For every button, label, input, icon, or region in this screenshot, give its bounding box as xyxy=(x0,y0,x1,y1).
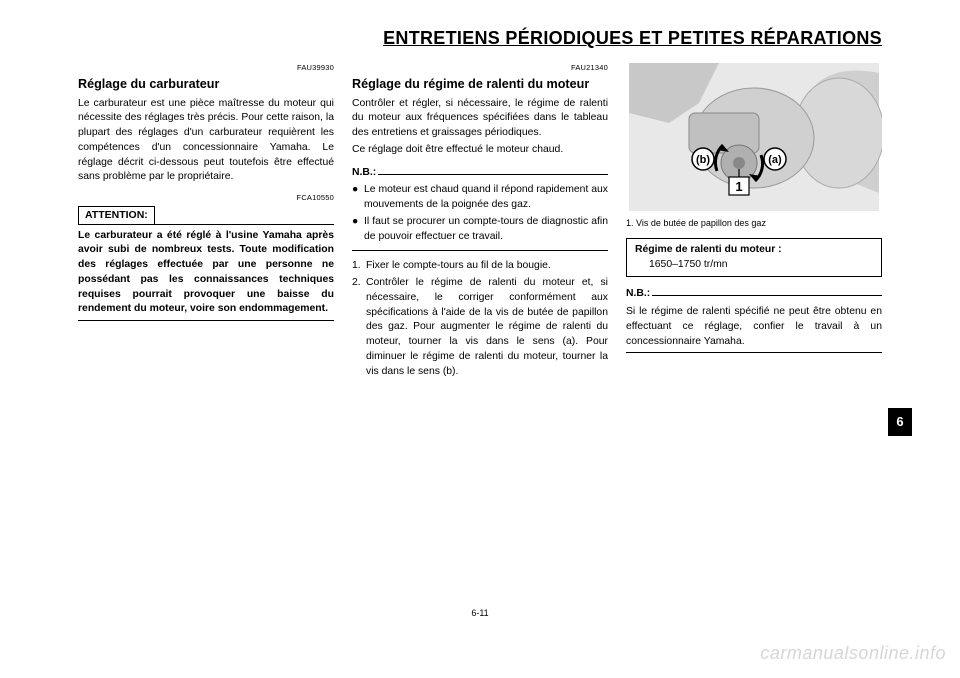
spec-value: 1650–1750 tr/mn xyxy=(635,258,873,273)
label-a: (a) xyxy=(768,154,782,166)
ref-code: FAU39930 xyxy=(78,63,334,74)
throttle-screw-figure: (a) (b) 1 xyxy=(626,63,882,211)
attention-label: ATTENTION: xyxy=(78,206,155,225)
body-para: Le carburateur est une pièce maîtresse d… xyxy=(78,97,334,186)
body-para: Contrôler et régler, si nécessaire, le r… xyxy=(352,97,608,141)
divider xyxy=(78,320,334,321)
label-1: 1 xyxy=(735,179,742,194)
spec-box: Régime de ralenti du moteur : 1650–1750 … xyxy=(626,238,882,278)
ref-code: FAU21340 xyxy=(352,63,608,74)
body-para: Si le régime de ralenti spécifié ne peut… xyxy=(626,305,882,349)
column-3: (a) (b) 1 1. Vis de butée de papillon de… xyxy=(626,63,882,382)
steps-list: 1.Fixer le compte-tours au fil de la bou… xyxy=(352,259,608,379)
column-2: FAU21340 Réglage du régime de ralenti du… xyxy=(352,63,608,382)
figure-caption: 1. Vis de butée de papillon des gaz xyxy=(626,217,882,230)
manual-page: ENTRETIENS PÉRIODIQUES ET PETITES RÉPARA… xyxy=(0,0,960,678)
section-heading-idle: Réglage du régime de ralenti du moteur xyxy=(352,76,608,94)
body-para: Ce réglage doit être effectué le moteur … xyxy=(352,143,608,158)
attention-text: Le carburateur a été réglé à l'usine Yam… xyxy=(78,229,334,318)
chapter-tab: 6 xyxy=(888,408,912,436)
column-1: FAU39930 Réglage du carburateur Le carbu… xyxy=(78,63,334,382)
list-text: Le moteur est chaud quand il répond rapi… xyxy=(364,183,608,213)
spec-title: Régime de ralenti du moteur : xyxy=(635,243,873,258)
list-text: Fixer le compte-tours au fil de la bougi… xyxy=(366,259,551,274)
nb-label: N.B.: xyxy=(352,166,376,181)
list-item: ●Il faut se procurer un compte-tours de … xyxy=(352,215,608,245)
divider xyxy=(352,250,608,251)
watermark: carmanualsonline.info xyxy=(760,643,946,664)
list-text: Il faut se procurer un compte-tours de d… xyxy=(364,215,608,245)
ref-code: FCA10550 xyxy=(78,193,334,204)
list-item: 2.Contrôler le régime de ralenti du mote… xyxy=(352,276,608,379)
list-item: ●Le moteur est chaud quand il répond rap… xyxy=(352,183,608,213)
section-heading-carburetor: Réglage du carburateur xyxy=(78,76,334,94)
divider xyxy=(626,352,882,353)
page-title: ENTRETIENS PÉRIODIQUES ET PETITES RÉPARA… xyxy=(78,28,882,49)
label-b: (b) xyxy=(696,154,710,166)
list-item: 1.Fixer le compte-tours au fil de la bou… xyxy=(352,259,608,274)
page-number: 6-11 xyxy=(0,608,960,618)
nb-label: N.B.: xyxy=(626,287,650,302)
nb-list: ●Le moteur est chaud quand il répond rap… xyxy=(352,183,608,244)
content-columns: FAU39930 Réglage du carburateur Le carbu… xyxy=(78,63,882,382)
list-text: Contrôler le régime de ralenti du moteur… xyxy=(366,276,608,379)
